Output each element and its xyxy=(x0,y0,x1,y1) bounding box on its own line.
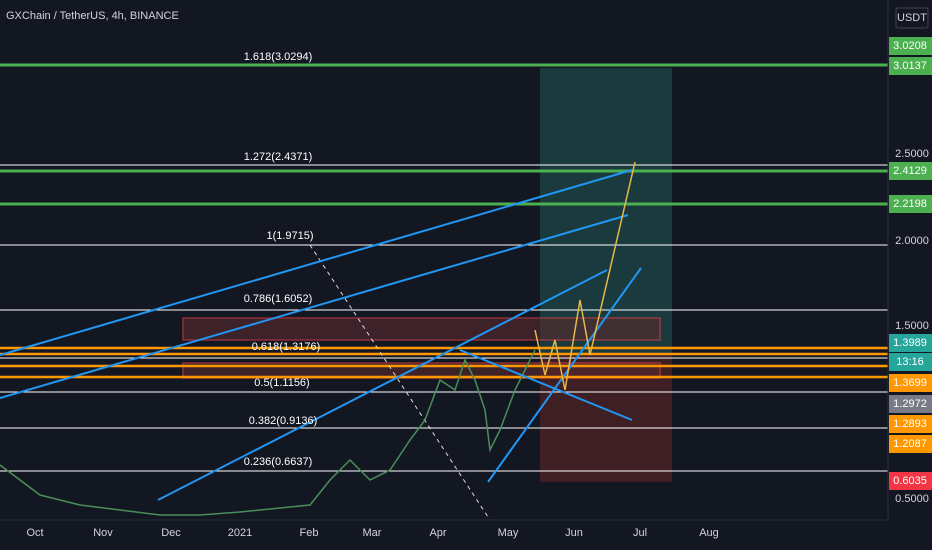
fib-label: 0.382(0.9136) xyxy=(249,415,318,427)
unit-label[interactable]: USDT xyxy=(897,12,927,24)
price-badge: 0.6035 xyxy=(889,472,932,490)
time-label: Jul xyxy=(633,527,647,539)
time-label: Oct xyxy=(26,527,43,539)
price-scale-label: 2.0000 xyxy=(895,235,929,247)
badge-bg xyxy=(889,415,932,433)
badge-label: 2.4129 xyxy=(893,165,927,177)
price-scale-label: 0.5000 xyxy=(895,493,929,505)
projection xyxy=(534,161,636,391)
price-badge: 3.0137 xyxy=(889,57,932,75)
price-axis-bg xyxy=(888,0,932,550)
fib-label: 0.618(1.3176) xyxy=(252,341,321,353)
badge-bg xyxy=(889,395,932,413)
price-badge: 2.4129 xyxy=(889,162,932,180)
badge-label: 3.0208 xyxy=(893,40,927,52)
badge-bg xyxy=(889,195,932,213)
target-lines xyxy=(0,63,888,206)
price-badge: 2.2198 xyxy=(889,195,932,213)
badge-label: 2.2198 xyxy=(893,198,927,210)
time-label: Apr xyxy=(429,527,446,539)
price-trace xyxy=(0,349,536,516)
badge-bg xyxy=(889,435,932,453)
badge-bg xyxy=(889,334,932,352)
resistance-box xyxy=(182,317,661,341)
badge-bg xyxy=(889,57,932,75)
time-label: 2021 xyxy=(228,527,252,539)
badge-label: 3.0137 xyxy=(893,60,927,72)
badge-label: 1.2972 xyxy=(893,398,927,410)
price-scale-label: 1.5000 xyxy=(895,320,929,332)
unit-button[interactable] xyxy=(895,7,929,29)
fib-label: 0.236(0.6637) xyxy=(244,456,313,468)
time-label: Jun xyxy=(565,527,583,539)
price-badge: 1.2087 xyxy=(889,435,932,453)
badge-label: 1.3989 xyxy=(893,337,927,349)
price-badge: 13:16 xyxy=(889,353,932,371)
fib-guide xyxy=(309,244,491,521)
price-badge: 1.3699 xyxy=(889,374,932,392)
time-label: May xyxy=(498,527,519,539)
badge-label: 0.6035 xyxy=(893,475,927,487)
badge-label: 13:16 xyxy=(896,356,924,368)
badge-label: 1.2893 xyxy=(893,418,927,430)
price-badge: 1.2893 xyxy=(889,415,932,433)
time-label: Feb xyxy=(300,527,319,539)
trendlines xyxy=(0,169,642,501)
trendline xyxy=(487,267,642,483)
badge-bg xyxy=(889,37,932,55)
badge-bg xyxy=(889,472,932,490)
fib-label: 1(1.9715) xyxy=(266,230,313,242)
time-label: Mar xyxy=(363,527,382,539)
badge-label: 1.3699 xyxy=(893,377,927,389)
fib-lines xyxy=(0,164,888,472)
trendline xyxy=(0,214,629,399)
time-label: Aug xyxy=(699,527,719,539)
badge-bg xyxy=(889,162,932,180)
price-badge: 1.3989 xyxy=(889,334,932,352)
chart-title: GXChain / TetherUS, 4h, BINANCE xyxy=(6,10,179,22)
badge-label: 1.2087 xyxy=(893,438,927,450)
time-label: Dec xyxy=(161,527,181,539)
trendline xyxy=(459,349,633,421)
fib-label: 0.786(1.6052) xyxy=(244,293,313,305)
badge-bg xyxy=(889,353,932,371)
trendline xyxy=(157,269,608,501)
price-badge: 1.2972 xyxy=(889,395,932,413)
price-scale-label: 2.5000 xyxy=(895,148,929,160)
trendline xyxy=(0,169,633,356)
fib-label: 1.272(2.4371) xyxy=(244,151,313,163)
time-label: Nov xyxy=(93,527,113,539)
badge-bg xyxy=(889,374,932,392)
fib-label: 0.5(1.1156) xyxy=(254,377,309,389)
fib-label: 1.618(3.0294) xyxy=(244,51,313,63)
profit-zone xyxy=(540,68,672,355)
price-badge: 3.0208 xyxy=(889,37,932,55)
